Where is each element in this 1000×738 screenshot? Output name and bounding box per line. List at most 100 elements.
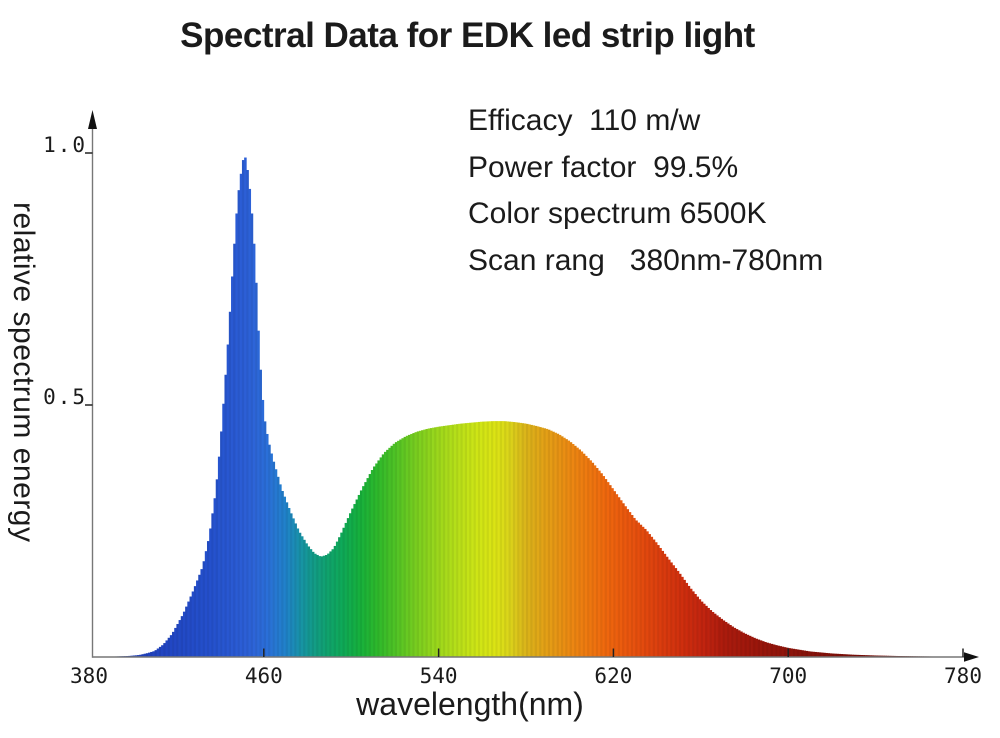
spectrum-bar bbox=[366, 478, 370, 657]
spectrum-bar bbox=[340, 532, 343, 657]
spectrum-bar bbox=[646, 531, 649, 657]
spectrum-bar bbox=[418, 430, 422, 657]
spectrum-bar bbox=[276, 476, 280, 657]
y-tick-label: 1.0 bbox=[43, 133, 87, 157]
spectrum-bar bbox=[737, 630, 741, 657]
spectrum-bar bbox=[241, 160, 245, 657]
spectrum-bar bbox=[283, 496, 287, 657]
spectrum-bar bbox=[519, 422, 522, 657]
spectrum-bar bbox=[668, 559, 671, 657]
spectrum-bar bbox=[554, 432, 557, 657]
spectrum-bar bbox=[759, 640, 763, 657]
spectrum-bar bbox=[626, 509, 630, 657]
spectrum-bar bbox=[659, 547, 662, 657]
spectrum-bar bbox=[556, 433, 560, 657]
spectrum-bar bbox=[412, 433, 415, 657]
spectrum-bar bbox=[840, 654, 844, 657]
spectrum-bar bbox=[727, 623, 730, 657]
spectrum-bar bbox=[858, 654, 861, 657]
spectrum-bar bbox=[333, 545, 337, 657]
spectrum-bar bbox=[377, 460, 380, 657]
spectrum-bar bbox=[399, 439, 402, 657]
spectrum-bar bbox=[451, 424, 455, 657]
spectrum-bar bbox=[440, 426, 444, 657]
spectrum-bar bbox=[814, 651, 817, 657]
spectrum-bar bbox=[462, 423, 466, 657]
spectrum-bar bbox=[643, 528, 647, 657]
spectrum-bar bbox=[453, 424, 457, 657]
spectrum-bar bbox=[604, 479, 608, 657]
spectrum-bar bbox=[633, 517, 636, 657]
spectrum-bar bbox=[176, 623, 179, 657]
spectrum-bar bbox=[873, 655, 876, 657]
spectrum-bar bbox=[523, 423, 527, 657]
spectrum-bar bbox=[569, 442, 573, 657]
spectrum-bar bbox=[373, 466, 376, 657]
x-tick-label: 620 bbox=[594, 664, 632, 688]
spectrum-bar bbox=[796, 649, 800, 657]
spectrum-bar bbox=[877, 655, 881, 657]
spectrum-bar bbox=[622, 503, 625, 657]
spectrum-bar bbox=[576, 447, 579, 657]
annotation-color-spectrum: Color spectrum 6500K bbox=[468, 197, 767, 230]
spectrum-bar bbox=[755, 638, 758, 657]
spectrum-bar bbox=[683, 579, 686, 657]
y-axis-arrow-icon bbox=[88, 110, 97, 129]
spectrum-bar bbox=[761, 641, 765, 657]
x-tick-label: 700 bbox=[769, 664, 807, 688]
spectrum-bar bbox=[329, 551, 332, 657]
x-tick-label: 540 bbox=[420, 664, 458, 688]
spectrum-bar bbox=[635, 520, 638, 657]
spectrum-bar bbox=[185, 606, 188, 657]
spectrum-bar bbox=[775, 645, 778, 657]
spectrum-bar bbox=[545, 428, 549, 657]
spectrum-bar bbox=[148, 652, 151, 657]
spectrum-bar bbox=[866, 655, 870, 657]
spectrum-bar bbox=[193, 586, 197, 658]
spectrum-bar bbox=[244, 157, 247, 658]
spectrum-bar bbox=[493, 421, 496, 657]
spectrum-bar bbox=[257, 330, 260, 657]
spectrum-bar bbox=[720, 618, 724, 657]
spectrum-bar bbox=[685, 582, 689, 657]
spectrum-bar bbox=[174, 627, 177, 657]
spectrum-bar bbox=[606, 482, 610, 657]
spectrum-bar bbox=[733, 627, 737, 657]
spectrum-bar bbox=[825, 652, 828, 657]
spectrum-bar bbox=[580, 451, 584, 657]
spectrum-bar bbox=[574, 445, 577, 657]
spectrum-bar bbox=[803, 650, 807, 657]
spectrum-bar bbox=[609, 485, 612, 657]
spectrum-bar bbox=[132, 655, 136, 657]
spectrum-bar bbox=[152, 651, 155, 657]
spectrum-bar bbox=[458, 423, 461, 657]
spectrum-bar bbox=[167, 637, 171, 657]
spectrum-bar bbox=[860, 655, 863, 657]
spectrum-bar bbox=[528, 424, 531, 657]
spec-annotations: Efficacy 110 m/w Power factor 99.5% Colo… bbox=[468, 98, 823, 284]
spectrum-bar bbox=[718, 617, 721, 657]
spectrum-bar bbox=[845, 654, 848, 657]
spectrum-bar bbox=[316, 554, 319, 657]
spectrum-bar bbox=[807, 651, 811, 657]
spectrum-bar bbox=[772, 644, 776, 657]
spectrum-bar bbox=[657, 545, 660, 657]
spectrum-bar bbox=[202, 561, 206, 657]
annotation-power-factor: Power factor 99.5% bbox=[468, 150, 739, 184]
spectrum-bar bbox=[700, 601, 704, 657]
spectrum-bar bbox=[211, 513, 214, 657]
spectrum-bar bbox=[228, 311, 232, 657]
spectrum-bar bbox=[515, 422, 518, 657]
spectrum-bar bbox=[641, 526, 645, 657]
chart-title: Spectral Data for EDK led strip light bbox=[180, 16, 755, 55]
spectrum-bar bbox=[425, 428, 429, 657]
spectrum-bar bbox=[713, 613, 717, 657]
spectrum-bar bbox=[327, 553, 330, 657]
spectrum-bar bbox=[220, 431, 223, 657]
spectrum-bar bbox=[182, 611, 186, 657]
spectrum-bar bbox=[434, 427, 437, 657]
spectrum-bar bbox=[558, 434, 562, 657]
spectrum-bar bbox=[357, 494, 361, 657]
spectrum-bar bbox=[464, 423, 468, 657]
spectrum-bar bbox=[746, 634, 750, 657]
